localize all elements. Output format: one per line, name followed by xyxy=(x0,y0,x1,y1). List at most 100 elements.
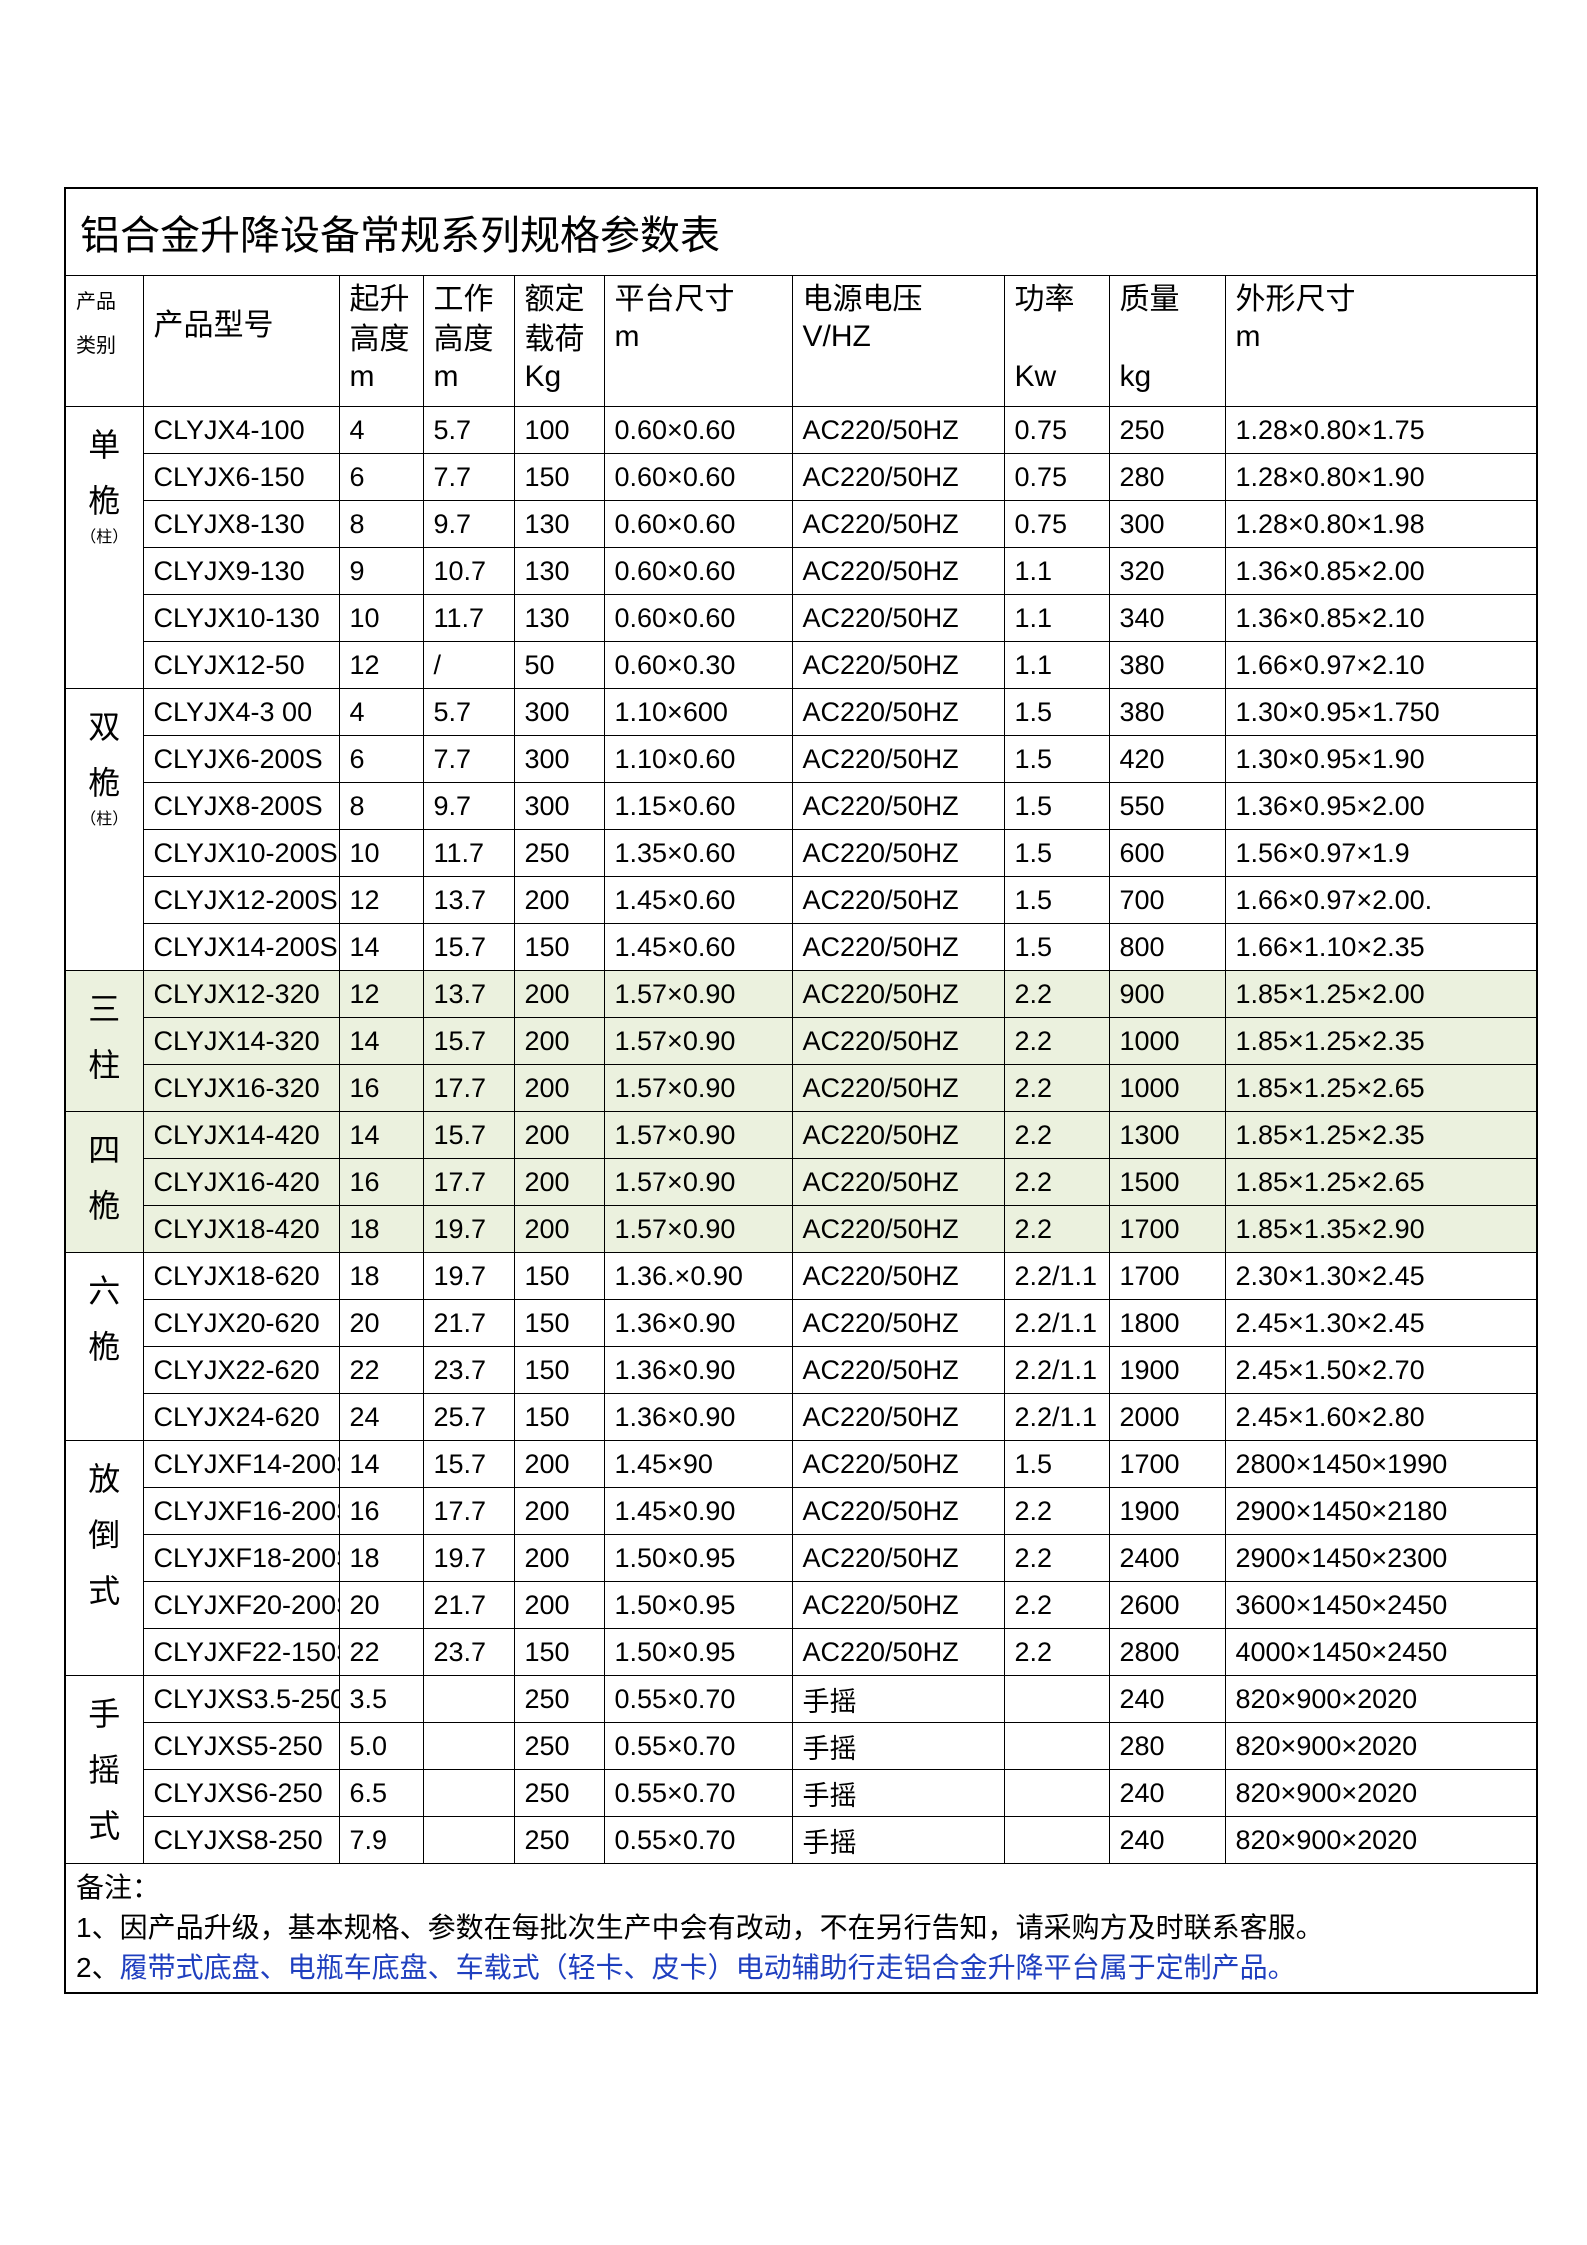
cell: 150 xyxy=(513,923,605,971)
cell xyxy=(422,1675,515,1723)
cell: 手摇 xyxy=(791,1816,1005,1864)
cell: 240 xyxy=(1108,1769,1226,1817)
cell: 380 xyxy=(1108,641,1226,689)
header-unit: m xyxy=(349,360,375,393)
cell: 150 xyxy=(513,1299,605,1347)
header-label: 工作高度 xyxy=(433,283,494,356)
cell: 21.7 xyxy=(422,1581,515,1629)
cell: CLYJX9-130 xyxy=(142,547,340,595)
cell: 1.5 xyxy=(1003,782,1110,830)
cell: 820×900×2020 xyxy=(1224,1769,1538,1817)
cell: 手摇 xyxy=(791,1675,1005,1723)
cell: AC220/50HZ xyxy=(791,500,1005,548)
header-cell: 起升高度 m xyxy=(338,275,424,407)
cell: 20 xyxy=(338,1581,424,1629)
cell: 19.7 xyxy=(422,1534,515,1582)
cell: 18 xyxy=(338,1205,424,1253)
cell: 0.60×0.60 xyxy=(603,453,793,501)
data-row: CLYJX22-620 22 23.7 150 1.36×0.90 AC220/50HZ 2… xyxy=(65,1346,1538,1394)
cell: 0.60×0.60 xyxy=(603,500,793,548)
cell: 1.85×1.25×2.65 xyxy=(1224,1158,1538,1206)
cell: AC220/50HZ xyxy=(791,1252,1005,1300)
cell: 2400 xyxy=(1108,1534,1226,1582)
cell: 0.60×0.30 xyxy=(603,641,793,689)
cell: CLYJXF22-150S xyxy=(142,1628,340,1676)
cell: 280 xyxy=(1108,453,1226,501)
cell: 19.7 xyxy=(422,1252,515,1300)
cell: 1000 xyxy=(1108,1064,1226,1112)
cell: AC220/50HZ xyxy=(791,876,1005,924)
category-sub: （柱） xyxy=(80,811,129,828)
cell: CLYJXF16-200S xyxy=(142,1487,340,1535)
data-row: 放倒式 CLYJXF14-200S 14 15.7 200 1.45×90 AC220/50… xyxy=(64,1440,1538,1676)
cell: 130 xyxy=(513,594,605,642)
cell: 150 xyxy=(513,1393,605,1441)
cell: AC220/50HZ xyxy=(791,594,1005,642)
cell: 250 xyxy=(513,1769,605,1817)
cell: 15.7 xyxy=(422,1111,515,1159)
cell: 18 xyxy=(338,1534,424,1582)
cell: 320 xyxy=(1108,547,1226,595)
header-unit: m xyxy=(1235,320,1261,353)
cell: 7.9 xyxy=(338,1816,424,1864)
cell: 15.7 xyxy=(422,923,515,971)
notes: 备注： 1、因产品升级，基本规格、参数在每批次生产中会有改动，不在另行告知，请采购… xyxy=(64,1863,1538,1994)
data-row: CLYJX8-130 8 9.7 130 0.60×0.60 AC220/50HZ 0.75… xyxy=(65,500,1538,548)
cell xyxy=(1003,1816,1110,1864)
cell: 2.2 xyxy=(1003,1064,1110,1112)
cell xyxy=(422,1769,515,1817)
header-cell: 产品型号 xyxy=(142,275,340,407)
cell: 12 xyxy=(338,970,424,1018)
note-number: 1、 xyxy=(76,1912,120,1943)
cell: 17.7 xyxy=(422,1158,515,1206)
cell: 1900 xyxy=(1108,1487,1226,1535)
cell: CLYJX14-320 xyxy=(142,1017,340,1065)
cell xyxy=(1003,1722,1110,1770)
cell xyxy=(422,1722,515,1770)
header-label: 电源电压 xyxy=(802,283,923,316)
cell: AC220/50HZ xyxy=(791,970,1005,1018)
cell: 1.85×1.25×2.65 xyxy=(1224,1064,1538,1112)
cell: CLYJX6-200S xyxy=(142,735,340,783)
cell: 2.2 xyxy=(1003,1158,1110,1206)
cell: 0.75 xyxy=(1003,406,1110,454)
cell: 24 xyxy=(338,1393,424,1441)
cell: 1.57×0.90 xyxy=(603,1158,793,1206)
cell: 2600 xyxy=(1108,1581,1226,1629)
cell: 300 xyxy=(1108,500,1226,548)
cell: 4 xyxy=(338,406,424,454)
cell: CLYJXS6-250 xyxy=(142,1769,340,1817)
cell: AC220/50HZ xyxy=(791,1487,1005,1535)
cell: 2.2 xyxy=(1003,1581,1110,1629)
data-row: CLYJX10-130 10 11.7 130 0.60×0.60 AC220/50HZ 1… xyxy=(65,594,1538,642)
cell: CLYJX22-620 xyxy=(142,1346,340,1394)
cell: 1.5 xyxy=(1003,735,1110,783)
data-row: CLYJX6-200S 6 7.7 300 1.10×0.60 AC220/50HZ 1.5… xyxy=(65,735,1538,783)
cell: AC220/50HZ xyxy=(791,641,1005,689)
cell: 1.5 xyxy=(1003,1440,1110,1488)
cell: 2.2 xyxy=(1003,1628,1110,1676)
cell: CLYJX12-320 xyxy=(142,970,340,1018)
data-row: 四桅 CLYJX14-420 14 15.7 200 1.57×0.90 AC220/50H… xyxy=(64,1111,1538,1253)
cell: 1.45×90 xyxy=(603,1440,793,1488)
cell: 150 xyxy=(513,1346,605,1394)
cell: 150 xyxy=(513,453,605,501)
cell: 20 xyxy=(338,1299,424,1347)
header-label: 产品类别 xyxy=(76,291,116,357)
data-row: CLYJXF16-200S 16 17.7 200 1.45×0.90 AC220/50H… xyxy=(65,1487,1538,1535)
note: 2、履带式底盘、电瓶车底盘、车载式（轻卡、皮卡）电动辅助行走铝合金升降平台属于定… xyxy=(76,1948,1536,1988)
cell: 2.2 xyxy=(1003,1017,1110,1065)
cell: 1.5 xyxy=(1003,876,1110,924)
cell: AC220/50HZ xyxy=(791,1534,1005,1582)
cell: CLYJXF14-200S xyxy=(142,1440,340,1488)
cell: AC220/50HZ xyxy=(791,1017,1005,1065)
cell: 22 xyxy=(338,1346,424,1394)
cell: 240 xyxy=(1108,1675,1226,1723)
data-row: 双桅 （柱） CLYJX4-3 00 4 5.7 300 1.10×600 AC220/50H… xyxy=(64,688,1538,971)
cell: 0.55×0.70 xyxy=(603,1769,793,1817)
cell: 300 xyxy=(513,782,605,830)
data-row: CLYJX12-50 12/50 0.60×0.30 AC220/50HZ 1.1 380… xyxy=(65,641,1538,689)
cell: 2.2/1.1 xyxy=(1003,1346,1110,1394)
cell: AC220/50HZ xyxy=(791,1393,1005,1441)
cell: 1.1 xyxy=(1003,594,1110,642)
